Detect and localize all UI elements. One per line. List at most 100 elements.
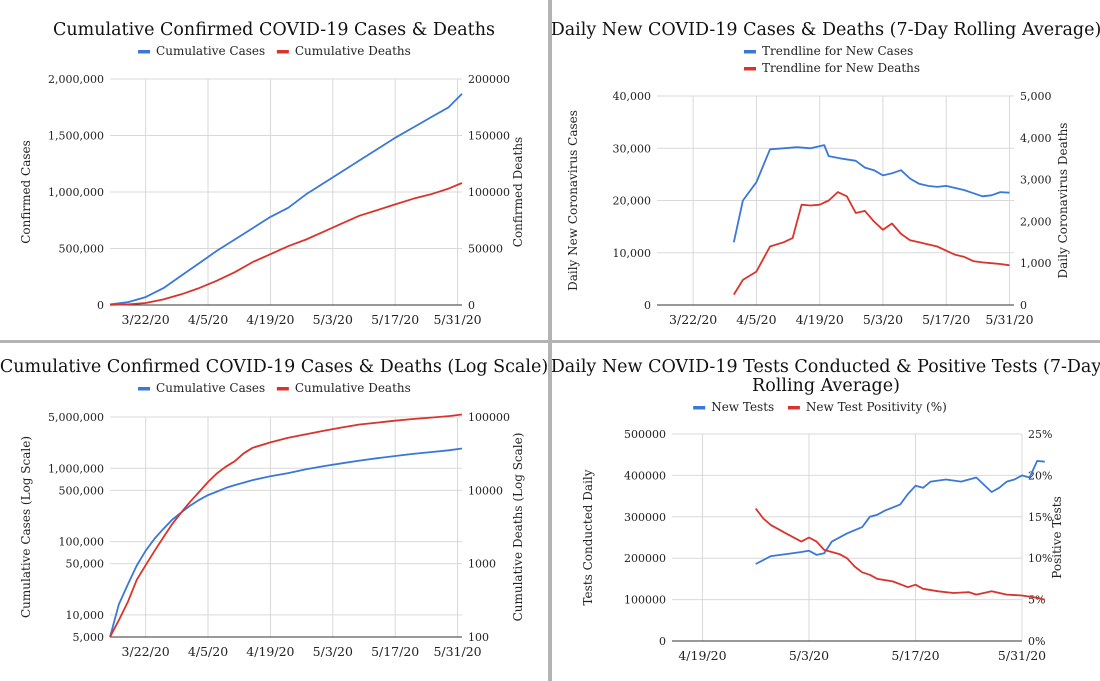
- legend-label: New Tests: [711, 400, 774, 414]
- y2-tick-label: 100000: [468, 411, 510, 424]
- y-tick-label: 100000: [624, 594, 666, 607]
- legend-swatch: [138, 387, 151, 391]
- x-tick-label: 5/31/20: [433, 312, 481, 327]
- legend-swatch: [787, 406, 800, 410]
- y2-tick-label: 5%: [1028, 594, 1045, 607]
- daily-new-cases-deaths-chart: Daily New COVID-19 Cases & Deaths (7-Day…: [552, 20, 1100, 327]
- y-tick-label: 5,000,000: [48, 411, 104, 424]
- y2-axis-title: Cumulative Deaths (Log Scale): [511, 433, 525, 622]
- legend-label: Trendline for New Deaths: [762, 61, 920, 75]
- y-tick-label: 500000: [624, 428, 666, 441]
- legend-swatch: [693, 406, 706, 410]
- y-tick-label: 1,000,000: [48, 462, 104, 475]
- gridlines: [657, 95, 1014, 306]
- x-tick-label: 5/3/20: [313, 644, 353, 659]
- y2-tick-label: 0%: [1028, 635, 1045, 648]
- series-line-primary: [109, 93, 463, 306]
- legend-label: Cumulative Deaths: [295, 44, 411, 58]
- x-tick-label: 4/19/20: [246, 312, 294, 327]
- y2-tick-label: 2,000: [1020, 215, 1052, 228]
- chart-title: Daily New COVID-19 Cases & Deaths (7-Day…: [552, 20, 1100, 40]
- x-tick-label: 4/19/20: [246, 644, 294, 659]
- chart-legend: Trendline for New Cases Trendline for New…: [744, 44, 920, 75]
- series-line-primary: [755, 460, 1045, 565]
- y2-tick-label: 10000: [468, 484, 503, 497]
- y2-tick-label: 25%: [1028, 428, 1052, 441]
- y2-tick-label: 10%: [1028, 552, 1052, 565]
- y2-tick-label: 5,000: [1020, 90, 1052, 103]
- x-tick-label: 4/19/20: [678, 648, 726, 663]
- y2-tick-label: 15%: [1028, 511, 1052, 524]
- x-tick-label: 4/5/20: [736, 312, 776, 327]
- y-axis-title: Confirmed Cases: [19, 140, 33, 244]
- x-tick-label: 5/17/20: [891, 648, 939, 663]
- gridlines: [672, 433, 1023, 642]
- x-tick-label: 5/3/20: [863, 312, 903, 327]
- chart-panel-bottom-left: Cumulative Confirmed COVID-19 Cases & De…: [0, 343, 548, 681]
- y-tick-label: 5,000: [73, 631, 105, 644]
- legend-label: Cumulative Cases: [156, 381, 265, 395]
- legend-label: Cumulative Deaths: [295, 381, 411, 395]
- y-tick-label: 1,000,000: [48, 186, 104, 199]
- y2-axis-title: Positive Tests: [1050, 496, 1064, 578]
- y-axis-title: Tests Conducted Daily: [581, 469, 595, 605]
- x-tick-label: 5/31/20: [985, 312, 1033, 327]
- y-tick-label: 400000: [624, 469, 666, 482]
- y-tick-label: 1,500,000: [48, 130, 104, 143]
- series-line-primary: [732, 144, 1010, 243]
- x-tick-label: 5/3/20: [313, 312, 353, 327]
- y2-axis-title: Confirmed Deaths: [511, 137, 525, 247]
- x-tick-label: 5/31/20: [998, 648, 1046, 663]
- x-tick-label: 5/3/20: [789, 648, 829, 663]
- y2-tick-label: 200000: [468, 73, 510, 86]
- y2-tick-label: 0: [1020, 299, 1027, 312]
- x-tick-label: 5/31/20: [433, 644, 481, 659]
- legend-swatch: [744, 67, 756, 71]
- chart-panel-bottom-right: Daily New COVID-19 Tests Conducted & Pos…: [552, 343, 1100, 681]
- daily-tests-positivity-chart: Daily New COVID-19 Tests Conducted & Pos…: [552, 357, 1100, 663]
- legend-label: Trendline for New Cases: [762, 44, 913, 58]
- y2-tick-label: 0: [468, 299, 475, 312]
- chart-title: Cumulative Confirmed COVID-19 Cases & De…: [53, 20, 495, 40]
- y-tick-label: 500,000: [59, 243, 105, 256]
- x-tick-label: 4/19/20: [796, 312, 844, 327]
- chart-legend: Cumulative Cases Cumulative Deaths: [138, 381, 411, 395]
- series-line-secondary: [733, 191, 1010, 296]
- cumulative-log-scale-chart: Cumulative Confirmed COVID-19 Cases & De…: [0, 357, 548, 659]
- x-tick-label: 5/17/20: [371, 312, 419, 327]
- chart-panel-top-right: Daily New COVID-19 Cases & Deaths (7-Day…: [552, 0, 1100, 340]
- y-tick-label: 20,000: [613, 195, 652, 208]
- y-tick-label: 0: [97, 299, 104, 312]
- y2-tick-label: 1,000: [1020, 257, 1052, 270]
- y2-tick-label: 150000: [468, 130, 510, 143]
- y2-tick-label: 20%: [1028, 469, 1052, 482]
- x-tick-label: 3/22/20: [669, 312, 717, 327]
- cumulative-cases-deaths-chart: Cumulative Confirmed COVID-19 Cases & De…: [19, 20, 525, 327]
- legend-label: New Test Positivity (%): [806, 400, 947, 414]
- series-line-secondary: [109, 413, 463, 638]
- x-tick-label: 3/22/20: [122, 644, 170, 659]
- y-tick-label: 10,000: [613, 247, 652, 260]
- x-tick-label: 5/17/20: [371, 644, 419, 659]
- y-axis-title: Daily New Coronavirus Cases: [566, 110, 580, 291]
- series-line-primary: [109, 447, 463, 638]
- y-axis-title: Cumulative Cases (Log Scale): [19, 436, 33, 618]
- y-tick-label: 500,000: [59, 484, 105, 497]
- y2-tick-label: 3,000: [1020, 174, 1052, 187]
- chart-panel-top-left: Cumulative Confirmed COVID-19 Cases & De…: [0, 0, 548, 340]
- y2-axis-title: Daily Coronavirus Deaths: [1056, 123, 1070, 279]
- x-tick-label: 3/22/20: [122, 312, 170, 327]
- horizontal-divider: [0, 340, 1100, 343]
- y2-tick-label: 100: [468, 631, 489, 644]
- y2-tick-label: 50000: [468, 243, 503, 256]
- y-tick-label: 200000: [624, 552, 666, 565]
- y2-tick-label: 1000: [468, 558, 496, 571]
- y-tick-label: 30,000: [613, 142, 652, 155]
- legend-label: Cumulative Cases: [156, 44, 265, 58]
- series-line-secondary: [754, 507, 1045, 601]
- y-tick-label: 10,000: [66, 609, 105, 622]
- chart-legend: New Tests New Test Positivity (%): [693, 400, 947, 414]
- legend-swatch: [276, 50, 289, 54]
- chart-title: Cumulative Confirmed COVID-19 Cases & De…: [0, 357, 548, 377]
- chart-title: Daily New COVID-19 Tests Conducted & Pos…: [552, 357, 1100, 377]
